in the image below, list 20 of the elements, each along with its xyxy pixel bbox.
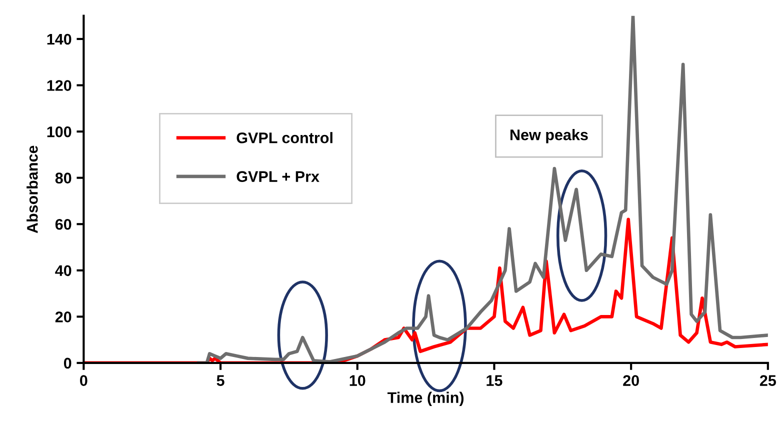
x-axis-title: Time (min) bbox=[387, 392, 464, 406]
line-series bbox=[196, 16, 768, 363]
y-tick-label: 20 bbox=[55, 312, 72, 322]
x-tick-label: 25 bbox=[760, 375, 776, 386]
x-tick-label: 0 bbox=[80, 375, 88, 386]
x-tick-label: 10 bbox=[350, 375, 366, 386]
y-tick-label: 60 bbox=[55, 218, 72, 230]
annotation: New peaks bbox=[510, 129, 588, 144]
y-axis-title: Absorbance bbox=[26, 146, 38, 234]
x-tick-label: 5 bbox=[216, 375, 224, 386]
y-tick-label: 100 bbox=[47, 126, 72, 138]
y-tick-label: 0 bbox=[64, 358, 72, 369]
x-tick-label: 20 bbox=[623, 375, 639, 386]
legend-label: GVPL + Prx bbox=[236, 171, 320, 182]
x-tick-label: 15 bbox=[486, 375, 502, 386]
y-tick-label: 120 bbox=[47, 80, 72, 91]
legend-label: GVPL control bbox=[236, 132, 332, 144]
y-tick-label: 80 bbox=[55, 172, 72, 184]
y-tick-label: 140 bbox=[47, 34, 72, 45]
y-tick-label: 40 bbox=[55, 265, 72, 276]
